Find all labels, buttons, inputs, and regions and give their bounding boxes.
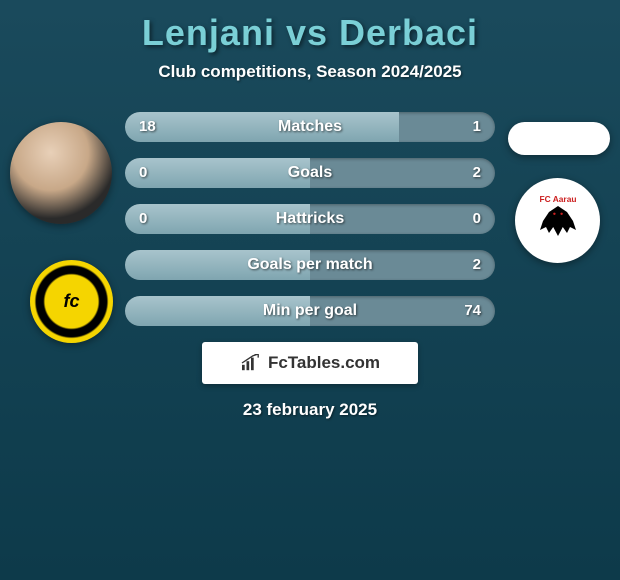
stat-value-right: 74 <box>464 296 481 326</box>
club-logo-right: FC Aarau <box>515 178 600 263</box>
brand-text: FcTables.com <box>268 353 380 373</box>
club-logo-left-text: fc <box>63 291 79 312</box>
stat-row-goals-per-match: Goals per match 2 <box>125 250 495 280</box>
date-label: 23 february 2025 <box>0 400 620 420</box>
stat-value-right: 0 <box>473 204 481 234</box>
stat-label: Matches <box>125 112 495 142</box>
stat-row-hattricks: 0 Hattricks 0 <box>125 204 495 234</box>
stat-label: Goals <box>125 158 495 188</box>
stats-bars: 18 Matches 1 0 Goals 2 0 Hattricks 0 Goa… <box>125 112 495 326</box>
stat-value-right: 2 <box>473 250 481 280</box>
subtitle: Club competitions, Season 2024/2025 <box>0 62 620 82</box>
comparison-card: Lenjani vs Derbaci Club competitions, Se… <box>0 0 620 430</box>
stat-value-right: 2 <box>473 158 481 188</box>
club-logo-left: fc <box>30 260 113 343</box>
player-avatar-right <box>508 122 610 155</box>
chart-icon <box>240 354 262 372</box>
stat-row-min-per-goal: Min per goal 74 <box>125 296 495 326</box>
stat-label: Goals per match <box>125 250 495 280</box>
stat-label: Hattricks <box>125 204 495 234</box>
stat-row-matches: 18 Matches 1 <box>125 112 495 142</box>
brand-badge[interactable]: FcTables.com <box>202 342 418 384</box>
eagle-icon: FC Aarau <box>528 191 588 251</box>
stat-label: Min per goal <box>125 296 495 326</box>
player-avatar-left <box>10 122 112 224</box>
stat-value-right: 1 <box>473 112 481 142</box>
page-title: Lenjani vs Derbaci <box>0 12 620 54</box>
svg-text:FC Aarau: FC Aarau <box>539 193 576 203</box>
stat-row-goals: 0 Goals 2 <box>125 158 495 188</box>
